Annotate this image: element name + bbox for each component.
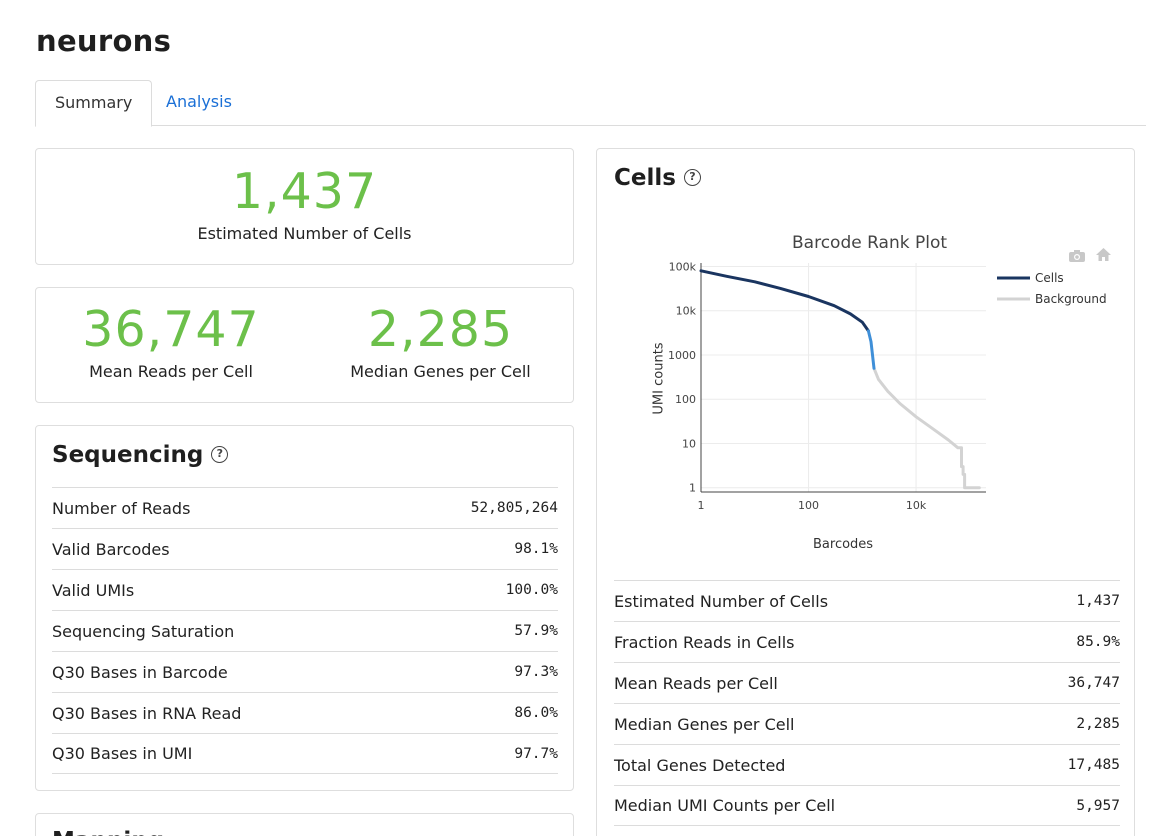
legend-label-cells: Cells: [1035, 271, 1064, 285]
metric-label: Number of Reads: [52, 498, 191, 518]
series-layer: [699, 269, 981, 490]
metric-label: Mean Reads per Cell: [614, 673, 778, 693]
cells-title: Cells?: [614, 165, 701, 191]
y-tick-label: 100k: [669, 261, 697, 274]
y-tick-label: 1000: [668, 349, 696, 362]
mapping-card: Mapping: [35, 813, 574, 836]
y-tick-label: 100: [675, 393, 696, 406]
cells-title-text: Cells: [614, 165, 676, 191]
table-row: Median Genes per Cell 2,285: [614, 703, 1120, 744]
x-tick-label: 1: [698, 499, 705, 512]
y-tick-label: 10k: [676, 305, 697, 318]
sequencing-title-text: Sequencing: [52, 442, 204, 468]
metric-label: Estimated Number of Cells: [614, 591, 829, 611]
estimated-cells-card: 1,437 Estimated Number of Cells: [35, 148, 574, 265]
grid-layer: [701, 263, 986, 492]
mapping-title: Mapping: [52, 828, 164, 836]
barcode-rank-plot[interactable]: 1 10 100 1000 10k 100k 1 100 10k Cells Backgroun…: [640, 255, 1120, 525]
table-row: Mean Reads per Cell 36,747: [614, 662, 1120, 703]
metric-value: 5,957: [1076, 797, 1120, 814]
sequencing-card: Sequencing? Number of Reads 52,805,264 Va…: [35, 425, 574, 791]
sequencing-title: Sequencing?: [52, 442, 229, 468]
home-icon[interactable]: [1095, 247, 1112, 262]
table-row: Estimated Number of Cells 1,437: [614, 580, 1120, 621]
metric-label: Valid UMIs: [52, 580, 135, 600]
mean-reads-value: 36,747: [82, 301, 260, 358]
series-line-cells[interactable]: [699, 269, 870, 333]
help-icon[interactable]: ?: [683, 169, 701, 186]
metric-label: Q30 Bases in RNA Read: [52, 703, 242, 723]
table-row: Q30 Bases in UMI 97.7%: [52, 733, 558, 774]
chart-title: Barcode Rank Plot: [792, 233, 948, 253]
metric-value: 98.1%: [514, 541, 558, 557]
metric-label: Total Genes Detected: [614, 755, 786, 775]
metric-label: Q30 Bases in Barcode: [52, 662, 228, 682]
median-genes-label: Median Genes per Cell: [350, 362, 531, 381]
metric-value: 85.9%: [1076, 634, 1120, 650]
tab-summary[interactable]: Summary: [35, 80, 153, 127]
page-title: neurons: [36, 24, 172, 58]
y-tick-label: 1: [689, 482, 696, 495]
table-row: Q30 Bases in Barcode 97.3%: [52, 651, 558, 692]
table-row: Total Genes Detected 17,485: [614, 744, 1120, 785]
x-axis-label: Barcodes: [813, 537, 874, 552]
tab-bar: Summary Analysis: [35, 80, 1146, 127]
estimated-cells-value: 1,437: [231, 163, 378, 220]
legend-label-background: Background: [1035, 292, 1107, 306]
metric-value: 17,485: [1067, 757, 1120, 773]
mean-reads-label: Mean Reads per Cell: [89, 362, 253, 381]
x-tick-label: 10k: [906, 499, 927, 512]
table-row: Fraction Reads in Cells 85.9%: [614, 621, 1120, 662]
tick-layer: 1 10 100 1000 10k 100k 1 100 10k: [668, 261, 927, 512]
metric-value: 2,285: [1076, 716, 1120, 732]
metric-value: 97.7%: [514, 745, 558, 762]
table-row: Sequencing Saturation 57.9%: [52, 610, 558, 651]
metric-value: 100.0%: [505, 582, 558, 598]
metric-label: Sequencing Saturation: [52, 621, 235, 641]
y-tick-label: 10: [682, 437, 696, 450]
median-genes-value: 2,285: [367, 301, 514, 358]
tab-analysis[interactable]: Analysis: [166, 92, 232, 111]
legend: Cells Background: [997, 271, 1107, 306]
series-line-background[interactable]: [872, 366, 981, 490]
table-row: Valid Barcodes 98.1%: [52, 528, 558, 569]
metric-label: Fraction Reads in Cells: [614, 632, 795, 652]
table-row: Valid UMIs 100.0%: [52, 569, 558, 610]
metric-value: 97.3%: [514, 664, 558, 680]
estimated-cells-label: Estimated Number of Cells: [197, 224, 412, 243]
metric-value: 57.9%: [514, 623, 558, 639]
metric-label: Median Genes per Cell: [614, 714, 795, 734]
metric-value: 52,805,264: [470, 500, 558, 516]
series-line-cells-transition[interactable]: [866, 329, 876, 370]
metric-label: Q30 Bases in UMI: [52, 744, 193, 763]
table-row: Median UMI Counts per Cell 5,957: [614, 785, 1120, 826]
cells-card: Cells? Estimated Number of Cells 1,437 Fr…: [596, 148, 1135, 836]
metric-value: 36,747: [1067, 675, 1120, 691]
metric-value: 1,437: [1076, 593, 1120, 609]
metric-label: Median UMI Counts per Cell: [614, 796, 836, 815]
help-icon[interactable]: ?: [211, 446, 229, 463]
cells-table: Estimated Number of Cells 1,437 Fraction …: [614, 580, 1120, 826]
metric-value: 86.0%: [514, 705, 558, 721]
table-row: Q30 Bases in RNA Read 86.0%: [52, 692, 558, 733]
table-row: Number of Reads 52,805,264: [52, 487, 558, 528]
sequencing-table: Number of Reads 52,805,264 Valid Barcodes…: [52, 487, 558, 774]
metric-label: Valid Barcodes: [52, 539, 170, 559]
camera-icon[interactable]: [1068, 248, 1086, 262]
reads-genes-card: 36,747 Mean Reads per Cell 2,285 Median …: [35, 287, 574, 403]
x-tick-label: 100: [798, 499, 819, 512]
